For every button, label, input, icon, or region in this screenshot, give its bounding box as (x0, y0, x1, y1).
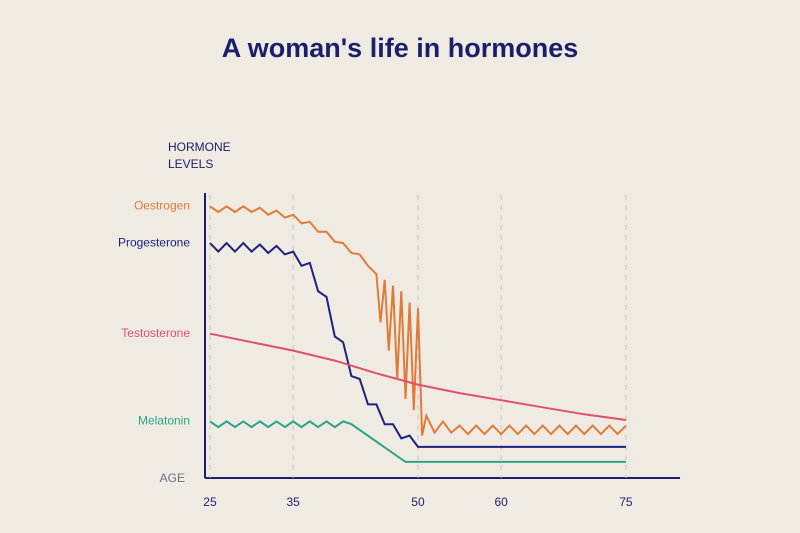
legend-label: Melatonin (138, 414, 190, 428)
x-axis-label: AGE (160, 471, 185, 485)
x-tick-label: 60 (494, 495, 508, 509)
x-tick-label: 25 (203, 495, 217, 509)
legend-label: Progesterone (118, 235, 190, 249)
series-line (209, 420, 626, 463)
y-axis-label: HORMONE (168, 140, 231, 154)
x-tick-label: 35 (286, 495, 300, 509)
legend-label: Testosterone (121, 326, 190, 340)
series-line (209, 332, 627, 421)
chart-title: A woman's life in hormones (222, 33, 578, 63)
legend-label: Oestrogen (134, 198, 190, 212)
x-tick-label: 50 (411, 495, 425, 509)
y-axis-label: LEVELS (168, 157, 213, 171)
series-line (209, 241, 626, 448)
series-line (209, 205, 627, 436)
x-tick-label: 75 (619, 495, 633, 509)
